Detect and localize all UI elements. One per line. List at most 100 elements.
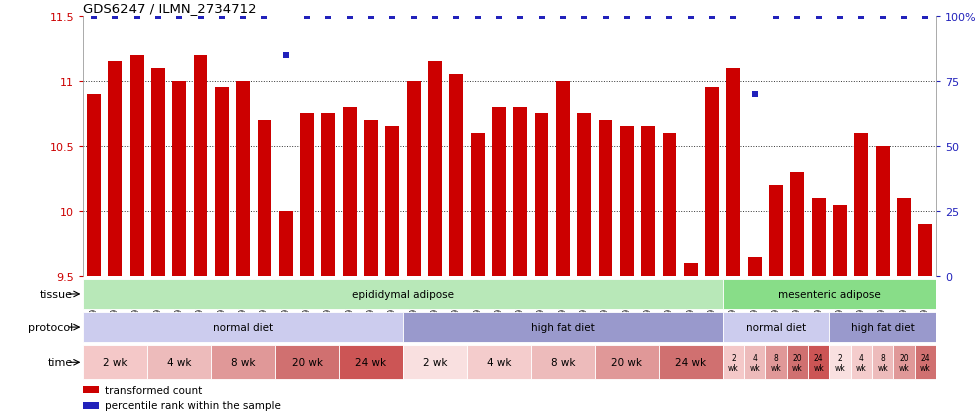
Bar — [791, 173, 805, 277]
Text: 4
wk: 4 wk — [750, 353, 760, 372]
Bar — [151, 69, 165, 277]
Text: normal diet: normal diet — [746, 322, 807, 332]
Point — [449, 13, 465, 20]
Text: high fat diet: high fat diet — [531, 322, 595, 332]
Bar — [83, 386, 99, 394]
Bar — [808, 346, 829, 379]
Bar — [556, 82, 569, 277]
Point — [214, 13, 229, 20]
Bar — [194, 56, 208, 277]
Bar — [275, 346, 339, 379]
Point — [725, 13, 741, 20]
Text: high fat diet: high fat diet — [851, 322, 914, 332]
Bar — [811, 199, 825, 277]
Point — [683, 13, 699, 20]
Bar — [914, 346, 936, 379]
Point — [619, 13, 635, 20]
Bar — [279, 212, 293, 277]
Point — [150, 13, 166, 20]
Point — [832, 13, 848, 20]
Bar — [894, 346, 914, 379]
Point — [427, 13, 443, 20]
Text: normal diet: normal diet — [213, 322, 273, 332]
Text: 8
wk: 8 wk — [877, 353, 888, 372]
Bar — [467, 346, 531, 379]
Bar — [343, 108, 357, 277]
Bar — [365, 121, 378, 277]
Point — [491, 13, 507, 20]
Bar — [258, 121, 271, 277]
Point — [555, 13, 570, 20]
Bar — [897, 199, 910, 277]
Bar — [620, 127, 634, 277]
Text: 20 wk: 20 wk — [612, 357, 642, 368]
Point — [576, 13, 592, 20]
Bar — [829, 313, 936, 342]
Bar — [769, 186, 783, 277]
Point — [875, 13, 891, 20]
Bar — [918, 225, 932, 277]
Text: 24
wk: 24 wk — [813, 353, 824, 372]
Bar — [147, 346, 212, 379]
Text: GDS6247 / ILMN_2734712: GDS6247 / ILMN_2734712 — [83, 2, 257, 15]
Point — [598, 13, 613, 20]
Bar — [212, 346, 275, 379]
Point — [172, 13, 187, 20]
Text: 20 wk: 20 wk — [292, 357, 322, 368]
Text: 24 wk: 24 wk — [356, 357, 387, 368]
Bar — [172, 82, 186, 277]
Bar — [535, 114, 549, 277]
Bar — [492, 108, 506, 277]
Point — [705, 13, 720, 20]
Bar — [833, 205, 847, 277]
Point — [299, 13, 315, 20]
Bar — [684, 264, 698, 277]
Text: epididymal adipose: epididymal adipose — [352, 289, 454, 299]
Bar — [83, 401, 99, 409]
Bar — [595, 346, 659, 379]
Bar — [787, 346, 808, 379]
Text: 4 wk: 4 wk — [167, 357, 191, 368]
Bar — [215, 88, 228, 277]
Text: 24 wk: 24 wk — [675, 357, 707, 368]
Bar — [851, 346, 872, 379]
Text: 4
wk: 4 wk — [856, 353, 866, 372]
Text: 4 wk: 4 wk — [487, 357, 512, 368]
Bar — [83, 280, 723, 309]
Bar — [872, 346, 894, 379]
Bar — [829, 346, 851, 379]
Point — [662, 13, 677, 20]
Bar — [531, 346, 595, 379]
Bar — [706, 88, 719, 277]
Point — [342, 13, 358, 20]
Point — [257, 13, 272, 20]
Text: 8 wk: 8 wk — [551, 357, 575, 368]
Text: 8
wk: 8 wk — [770, 353, 781, 372]
Point — [534, 13, 550, 20]
Text: 24
wk: 24 wk — [920, 353, 931, 372]
Bar — [129, 56, 143, 277]
Text: 2 wk: 2 wk — [422, 357, 447, 368]
Bar — [83, 346, 147, 379]
Point — [896, 13, 911, 20]
Text: protocol: protocol — [27, 322, 74, 332]
Bar — [662, 134, 676, 277]
Bar — [87, 95, 101, 277]
Bar — [765, 346, 787, 379]
Text: 2
wk: 2 wk — [728, 353, 739, 372]
Bar — [599, 121, 612, 277]
Text: mesenteric adipose: mesenteric adipose — [778, 289, 881, 299]
Bar — [428, 62, 442, 277]
Point — [469, 13, 485, 20]
Bar — [748, 257, 761, 277]
Text: 20
wk: 20 wk — [899, 353, 909, 372]
Text: time: time — [48, 357, 74, 368]
Point — [513, 13, 528, 20]
Point — [854, 13, 869, 20]
Bar — [577, 114, 591, 277]
Bar — [470, 134, 484, 277]
Text: tissue: tissue — [40, 289, 74, 299]
Point — [747, 91, 762, 98]
Bar — [450, 75, 464, 277]
Text: 2 wk: 2 wk — [103, 357, 127, 368]
